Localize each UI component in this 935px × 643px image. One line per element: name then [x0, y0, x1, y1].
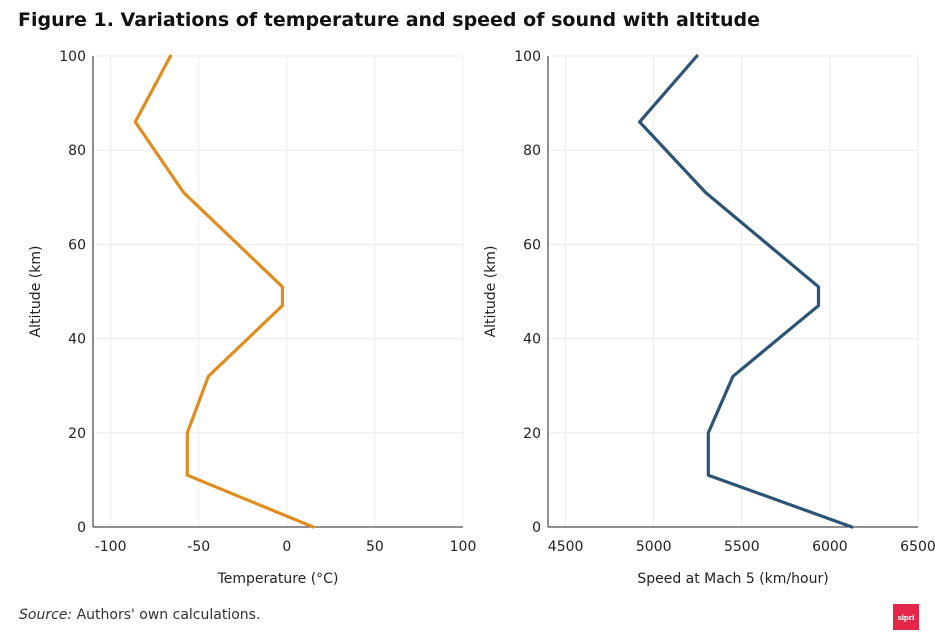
y-tick-label: 0	[532, 520, 541, 536]
x-tick-label: 50	[366, 539, 384, 555]
series-line	[637, 54, 854, 529]
y-tick-label: 100	[59, 49, 86, 65]
source-note: Source: Authors' own calculations.	[19, 607, 260, 623]
y-tick-label: 20	[523, 426, 541, 442]
series-line	[133, 54, 315, 529]
x-tick-label: 6000	[812, 539, 848, 555]
y-tick-label: 60	[523, 237, 541, 253]
sipri-logo: sipri	[893, 604, 919, 630]
logo-text: sipri	[897, 612, 915, 622]
source-text: Authors' own calculations.	[76, 607, 261, 623]
y-tick-label: 80	[523, 143, 541, 159]
x-tick-label: -50	[187, 539, 210, 555]
y-tick-label: 20	[68, 426, 86, 442]
x-tick-label: 5500	[724, 539, 760, 555]
y-tick-label: 60	[68, 237, 86, 253]
y-tick-label: 40	[68, 332, 86, 348]
x-tick-label: 100	[450, 539, 477, 555]
x-axis-label: Temperature (°C)	[217, 571, 339, 587]
y-tick-label: 80	[68, 143, 86, 159]
y-tick-label: 100	[514, 49, 541, 65]
x-tick-label: 4500	[548, 539, 584, 555]
y-axis-label: Altitude (km)	[28, 246, 44, 338]
x-tick-label: 5000	[636, 539, 672, 555]
y-tick-label: 0	[77, 520, 86, 536]
figure-title: Figure 1. Variations of temperature and …	[18, 9, 761, 31]
x-tick-label: 6500	[900, 539, 935, 555]
x-axis-label: Speed at Mach 5 (km/hour)	[637, 571, 828, 587]
source-label: Source:	[19, 607, 73, 623]
x-tick-label: 0	[282, 539, 291, 555]
x-tick-label: -100	[95, 539, 127, 555]
y-axis-label: Altitude (km)	[483, 246, 499, 338]
y-tick-label: 40	[523, 332, 541, 348]
